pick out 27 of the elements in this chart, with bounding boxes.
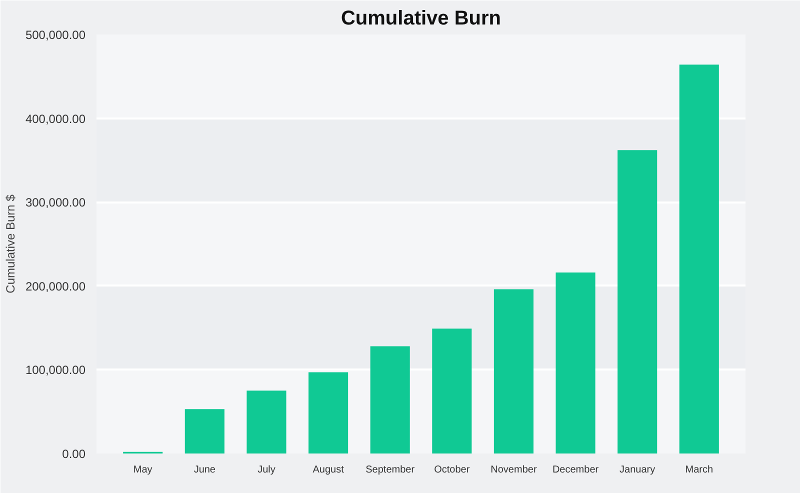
y-axis-title: Cumulative Burn $: [3, 194, 18, 294]
x-tick-label: September: [366, 464, 416, 476]
y-tick-label: 300,000.00: [25, 196, 86, 210]
x-tick-label: October: [434, 464, 470, 476]
bar: [494, 289, 534, 454]
x-tick-label: August: [312, 464, 344, 476]
bar: [618, 150, 658, 454]
x-tick-label: January: [620, 464, 656, 476]
bar: [432, 328, 472, 454]
x-tick-label: March: [685, 464, 714, 476]
chart-title: Cumulative Burn: [340, 8, 502, 30]
x-tick-label: May: [133, 464, 152, 476]
bar: [679, 64, 719, 454]
bar: [184, 409, 224, 454]
bar: [246, 390, 286, 454]
x-tick-label: June: [194, 464, 216, 476]
bar: [556, 272, 596, 454]
x-tick-label: December: [552, 464, 600, 476]
x-tick-label: July: [258, 464, 276, 476]
y-tick-label: 400,000.00: [25, 112, 86, 126]
bar: [370, 346, 410, 454]
x-tick-label: November: [490, 464, 538, 476]
y-tick-label: 200,000.00: [25, 279, 86, 294]
bar: [308, 372, 348, 454]
y-tick-label: 0.00: [62, 447, 86, 461]
y-tick-label: 100,000.00: [25, 363, 86, 378]
y-tick-label: 500,000.00: [25, 28, 86, 42]
